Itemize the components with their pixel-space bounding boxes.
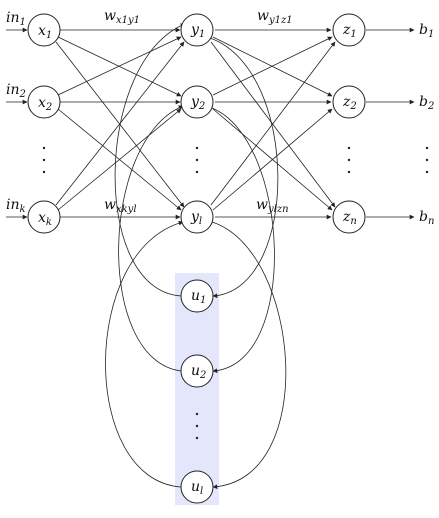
node-z1: z1 [332,13,366,47]
node-ul: ul [180,470,214,504]
node-xk: xk [27,200,61,234]
node-zn: zn [332,200,366,234]
weight-label-xkyl: wxkyl [104,197,137,215]
svg-text:x1: x1 [38,23,52,41]
weight-label-ylzn: wylzn [256,197,289,215]
node-z2: z2 [332,85,366,119]
ellipsis-dots [42,146,429,440]
svg-text:y2: y2 [190,94,205,112]
input-label-k: ink [6,197,26,215]
weight-label-x1y1: wx1y1 [104,8,140,26]
input-arrows [6,27,28,220]
svg-text:z2: z2 [342,94,357,112]
edges-y-to-z [210,27,336,220]
output-label-2: b2 [419,94,434,112]
svg-text:y1: y1 [190,22,205,40]
input-label-2: in2 [6,82,26,100]
node-x1: x1 [27,13,61,47]
node-yl: yl [180,200,214,234]
node-x2: x2 [27,85,61,119]
svg-text:z1: z1 [342,22,357,40]
output-arrows [366,27,415,220]
svg-text:u1: u1 [191,288,206,306]
svg-text:xk: xk [38,210,52,228]
output-label-n: bn [419,209,434,227]
node-y1: y1 [180,13,214,47]
svg-text:x2: x2 [38,95,52,113]
node-y2: y2 [180,85,214,119]
svg-text:u2: u2 [191,363,206,381]
svg-text:zn: zn [342,209,357,227]
input-label-1: in1 [6,10,26,28]
svg-text:ul: ul [191,479,203,497]
node-u1: u1 [180,279,214,313]
edges-x-to-y [55,27,185,220]
output-label-1: b1 [419,22,434,40]
svg-text:yl: yl [190,209,202,227]
weight-label-y1z1: wy1z1 [257,8,293,26]
node-u2: u2 [180,354,214,388]
